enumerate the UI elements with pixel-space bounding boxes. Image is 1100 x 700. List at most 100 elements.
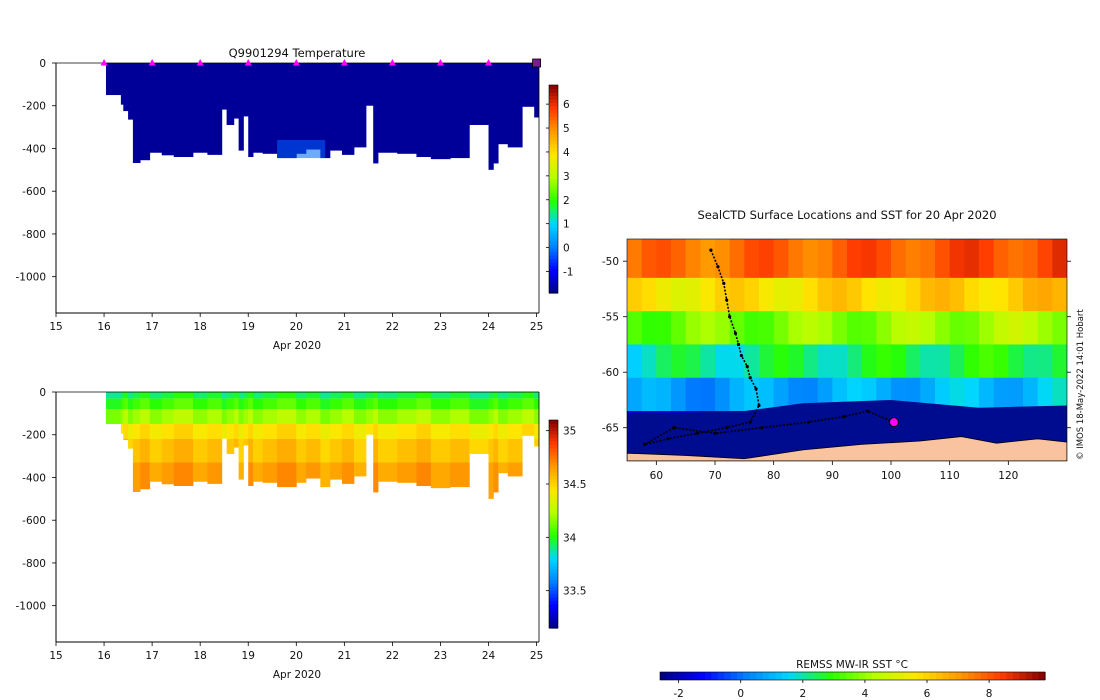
- temperature-colorbar-segment: [549, 161, 558, 166]
- temperature-colorbar-segment: [549, 171, 558, 176]
- temperature-profile-cell: [353, 63, 367, 148]
- temperature-colorbar-segment: [549, 265, 558, 270]
- sst-cell: [964, 239, 980, 279]
- seal-track-point: [725, 426, 729, 430]
- sst-cell: [847, 344, 863, 379]
- sst-cell: [1037, 311, 1053, 345]
- sst-cell: [920, 311, 936, 345]
- sst-colorbar-segment: [679, 672, 687, 680]
- sst-colorbar-segment: [929, 672, 937, 680]
- sst-cell: [964, 277, 980, 312]
- salinity-profile-cell: [498, 409, 509, 425]
- salinity-profile-cell: [450, 424, 470, 440]
- sst-cell: [1008, 277, 1024, 312]
- sst-colorbar-segment: [948, 672, 956, 680]
- temperature-colorbar-segment: [549, 185, 558, 190]
- salinity-profile-cell: [320, 439, 331, 463]
- temperature-colorbar-tick-label: 2: [563, 195, 570, 207]
- salinity-x-tick-label: 22: [386, 650, 399, 662]
- sst-cell: [641, 344, 657, 379]
- sst-colorbar-tick-label: -2: [673, 688, 683, 700]
- sst-cell: [861, 344, 877, 379]
- sst-map-y-tick-label: -65: [602, 423, 619, 435]
- salinity-profile-cell: [192, 409, 208, 425]
- temperature-profile-cell: [123, 63, 129, 112]
- temperature-profile-cell: [105, 63, 122, 96]
- salinity-profile-cell: [493, 439, 499, 463]
- salinity-x-tick-label: 16: [97, 650, 111, 662]
- temperature-colorbar-segment: [549, 164, 558, 169]
- salinity-profile-cell: [132, 424, 141, 440]
- salinity-profile-cell: [233, 424, 240, 440]
- sst-colorbar-segment: [871, 672, 879, 680]
- sst-colorbar-tick-label: 8: [986, 688, 993, 700]
- sst-cell: [685, 277, 701, 312]
- sst-cell: [803, 239, 819, 279]
- temperature-colorbar-segment: [549, 209, 558, 214]
- temperature-colorbar-segment: [549, 237, 558, 242]
- temperature-profile-cell: [305, 63, 321, 150]
- salinity-profile-cell: [430, 439, 451, 463]
- seal-track-point: [733, 331, 738, 335]
- salinity-colorbar-segment: [549, 475, 558, 480]
- sst-cell: [656, 277, 672, 312]
- sst-cell: [803, 311, 819, 345]
- temperature-colorbar-segment: [549, 154, 558, 159]
- salinity-profile-cell: [238, 398, 244, 410]
- temperature-x-tick-label: 21: [338, 321, 351, 333]
- profile-marker: [148, 59, 156, 66]
- sst-colorbar-segment: [743, 672, 751, 680]
- salinity-colorbar-segment: [549, 468, 558, 473]
- salinity-colorbar-segment: [549, 565, 558, 570]
- temperature-colorbar-segment: [549, 133, 558, 138]
- sst-colorbar-segment: [910, 672, 918, 680]
- salinity-profile-cell: [416, 439, 432, 463]
- sst-colorbar-border: [659, 671, 1046, 681]
- sst-cell: [656, 239, 672, 279]
- salinity-profile-cell: [469, 439, 489, 454]
- salinity-profile-cell: [416, 409, 432, 425]
- sst-colorbar-segment: [1006, 672, 1014, 680]
- salinity-x-tick-label: 23: [434, 650, 447, 662]
- salinity-profile-cell: [120, 424, 124, 434]
- sst-colorbar-segment: [916, 672, 924, 680]
- salinity-profile-cell: [488, 439, 494, 463]
- salinity-profile-cell: [123, 424, 129, 440]
- temperature-colorbar-segment: [549, 189, 558, 194]
- sst-colorbar-segment: [833, 672, 841, 680]
- sst-cell: [949, 311, 965, 345]
- profile-marker: [388, 59, 396, 66]
- temperature-colorbar-tick-label: 3: [563, 171, 570, 183]
- salinity-x-tick-label: 20: [290, 650, 303, 662]
- temperature-x-tick-label: 18: [193, 321, 206, 333]
- sst-cell: [979, 377, 995, 412]
- sst-cell: [920, 344, 936, 379]
- temperature-profile-cell: [262, 63, 278, 154]
- temperature-profile-cell: [320, 63, 331, 159]
- salinity-profile-cell: [277, 424, 297, 440]
- salinity-colorbar-segment: [549, 451, 558, 456]
- sst-colorbar-segment: [1012, 672, 1020, 680]
- temperature-y-tick-label: -600: [22, 186, 46, 198]
- temperature-colorbar-tick-label: -1: [563, 266, 573, 278]
- sst-cell: [832, 311, 848, 345]
- sst-colorbar-segment: [878, 672, 886, 680]
- sst-map-y-tick-label: -55: [602, 312, 619, 324]
- salinity-colorbar-segment: [549, 607, 558, 612]
- salinity-profile-cell: [469, 409, 489, 425]
- salinity-profile-cell: [397, 462, 417, 483]
- salinity-profile-cell: [305, 392, 321, 399]
- salinity-profile-cell: [238, 439, 244, 463]
- salinity-profile-cell: [192, 439, 208, 463]
- sst-cell: [729, 311, 745, 345]
- sst-cell: [627, 344, 643, 379]
- salinity-profile-cell: [305, 398, 321, 410]
- sst-cell: [861, 311, 877, 345]
- sst-cell: [1023, 344, 1039, 379]
- salinity-profile-cell: [262, 424, 278, 440]
- salinity-colorbar-segment: [549, 437, 558, 442]
- sst-cell: [935, 344, 951, 379]
- temperature-colorbar-segment: [549, 286, 558, 291]
- salinity-profile-cell: [173, 462, 194, 487]
- sst-cell: [876, 239, 892, 279]
